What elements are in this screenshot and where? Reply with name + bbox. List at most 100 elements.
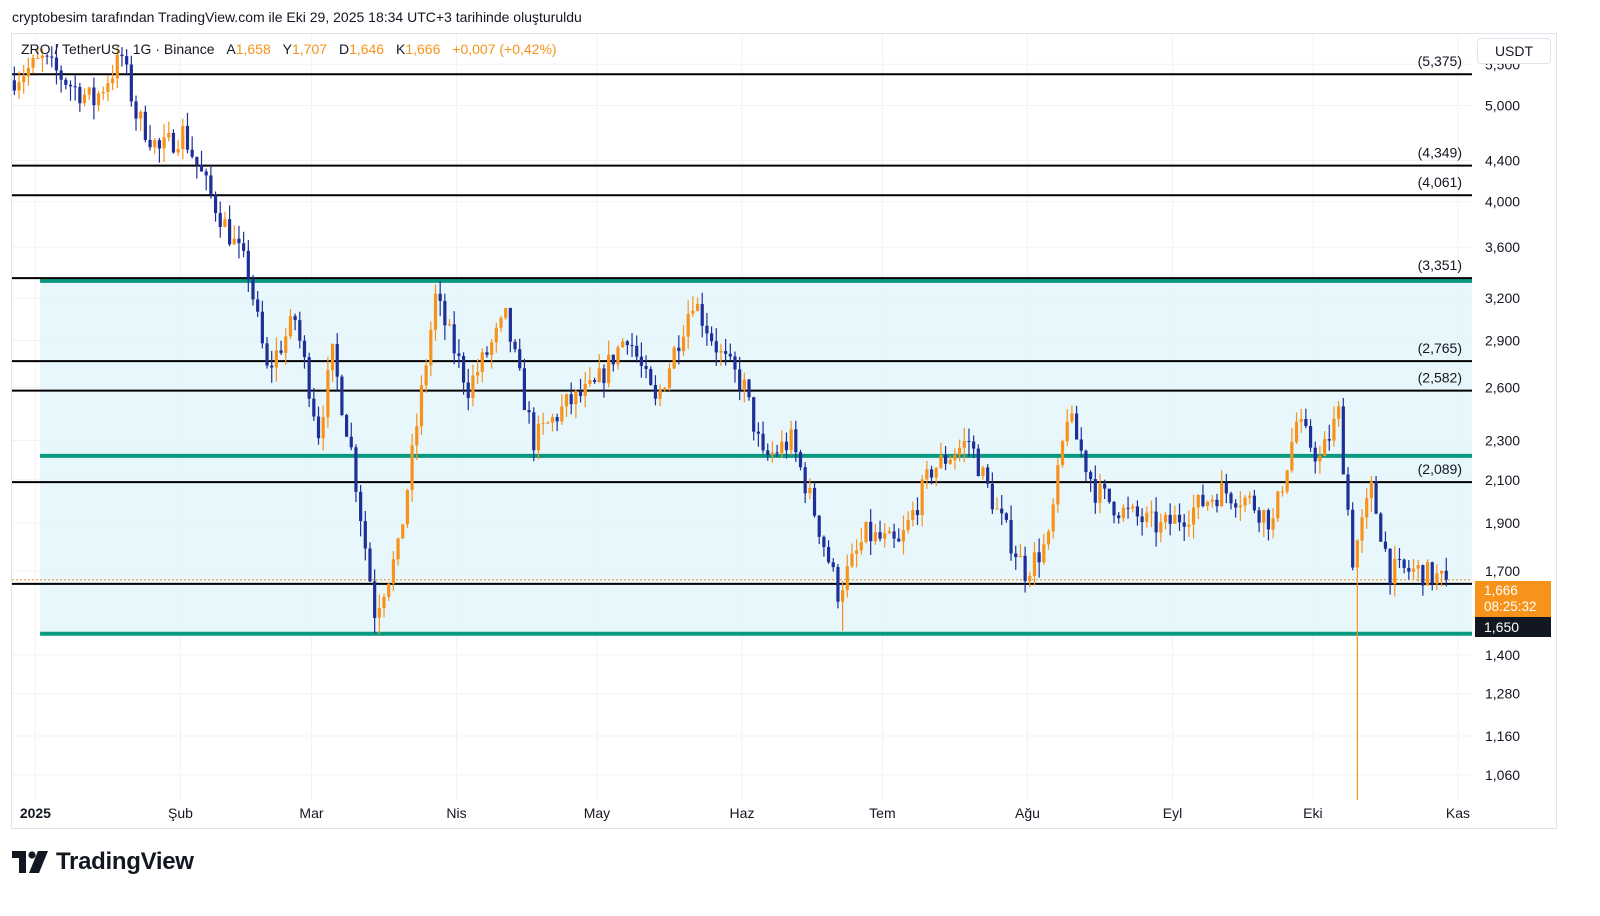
candle-body [143,111,147,140]
candle-body [639,356,643,366]
channel-layer [40,278,1473,636]
currency-button[interactable]: USDT [1477,38,1551,64]
candle-body [401,524,405,539]
high-value: 1,707 [292,41,328,57]
candle-body [1393,559,1397,584]
candle-body [817,515,821,537]
candle-body [134,101,138,119]
y-tick-label: 2,100 [1485,472,1520,488]
candle-body [457,353,461,356]
candle-body [433,293,438,330]
low-value: 1,646 [349,41,385,57]
candle-body [452,324,456,354]
candle-body [1051,504,1055,532]
candle-body [1187,524,1191,527]
candle-body [962,441,966,448]
tradingview-logo[interactable]: TradingView [12,848,194,876]
symbol-name[interactable]: ZRO / TetherUS · 1G · Binance [21,41,215,57]
candle-body [106,83,110,92]
candle-body [368,548,372,582]
candle-body [242,243,246,251]
candle-body [227,219,232,245]
candle-body [841,590,845,602]
candle-body [695,303,700,311]
x-tick-label: Haz [730,805,755,821]
bar-countdown: 08:25:32 [1484,599,1537,614]
candle-body [218,213,222,227]
candle-body [681,336,686,352]
candle-body [1425,562,1430,586]
candle-body [560,406,564,422]
candle-body [73,86,77,88]
candle-body [1028,575,1032,582]
candle-body [111,78,115,84]
candle-body [714,341,718,353]
candle-body [583,383,587,397]
candle-body [209,175,213,195]
candle-body [490,342,494,355]
candle-body [939,455,943,468]
candle-body [1154,511,1158,533]
candle-body [157,140,162,149]
symbol-legend[interactable]: ZRO / TetherUS · 1G · Binance A1,658 Y1,… [21,41,557,57]
candle-body [892,531,896,539]
candle-body [691,310,695,314]
candle-body [1163,514,1168,523]
level-label: (2,765) [1418,340,1462,356]
candle-body [798,452,803,468]
candle-body [1046,531,1051,545]
level-label: (4,061) [1418,174,1462,190]
candle-body [1004,513,1008,520]
candle-body [50,56,54,58]
candle-body [349,436,353,448]
candle-body [1098,483,1102,503]
x-tick-label: Eyl [1163,805,1182,821]
candle-body [883,533,887,539]
candle-body [1140,516,1144,523]
candle-body [658,390,662,399]
candle-body [766,450,770,455]
candle-body [312,398,316,417]
candle-body [1056,465,1060,505]
candle-body [1252,495,1257,511]
candle-body [1173,514,1177,524]
candle-body [1407,567,1411,572]
candle-body [972,441,976,449]
candle-body [410,445,414,491]
candle-body [1290,442,1294,471]
low-price-badge: 1,650 [1475,617,1551,637]
y-tick-label: 1,400 [1485,647,1520,663]
candle-body [1341,406,1345,475]
close-label: K [396,41,406,57]
candle-body [1365,498,1369,518]
candle-body [139,111,143,119]
candle-body [302,340,307,358]
candle-body [1224,482,1228,494]
candle-body [644,365,648,369]
level-label: (5,375) [1418,53,1462,69]
candle-body [784,441,789,451]
candle-body [22,76,26,83]
candle-body [363,521,367,549]
candle-body [518,349,522,369]
candle-body [1149,511,1154,513]
candle-body [461,355,466,383]
candle-body [1009,519,1013,554]
chart-frame[interactable] [11,33,1557,829]
candle-body [373,581,377,618]
candle-body [153,140,157,148]
candle-body [1107,488,1111,502]
candle-body [480,352,484,372]
candle-body [588,380,592,384]
candle-body [705,325,709,334]
candle-body [1285,470,1289,492]
candle-body [476,371,480,376]
candle-body [948,459,952,464]
x-tick-label: May [584,805,610,821]
candle-body [382,596,386,609]
candle-body [887,531,892,534]
y-tick-label: 1,900 [1485,515,1520,531]
candle-body [1238,505,1242,508]
candle-body [1234,503,1238,508]
